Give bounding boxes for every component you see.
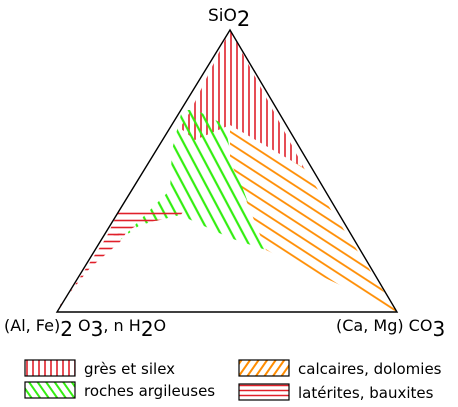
apex-carbonate-label: (Ca, Mg) CO3 bbox=[336, 316, 446, 341]
legend-label: roches argileuses bbox=[84, 382, 216, 400]
legend-swatch-orange-hatch bbox=[238, 359, 290, 377]
legend-label: latérites, bauxites bbox=[298, 384, 434, 402]
laterites-bauxites-region-upper bbox=[106, 208, 186, 238]
legend-label: grès et silex bbox=[84, 360, 176, 378]
calcaires-dolomies-region bbox=[230, 125, 397, 312]
gres-silex-region bbox=[180, 30, 304, 168]
legend-swatch-horizontal-hatch bbox=[238, 383, 290, 401]
ternary-triangle bbox=[55, 28, 399, 313]
apex-al-fe-oxide-label: (Al, Fe)2 O3, n H2O bbox=[4, 316, 167, 341]
laterites-bauxites-region-lower bbox=[57, 230, 128, 312]
apex-sio2-label: SiO2 bbox=[208, 6, 251, 31]
legend-swatch-green-hatch bbox=[24, 381, 76, 399]
legend-label: calcaires, dolomies bbox=[298, 360, 442, 378]
legend-swatch-vertical-hatch bbox=[24, 359, 76, 377]
